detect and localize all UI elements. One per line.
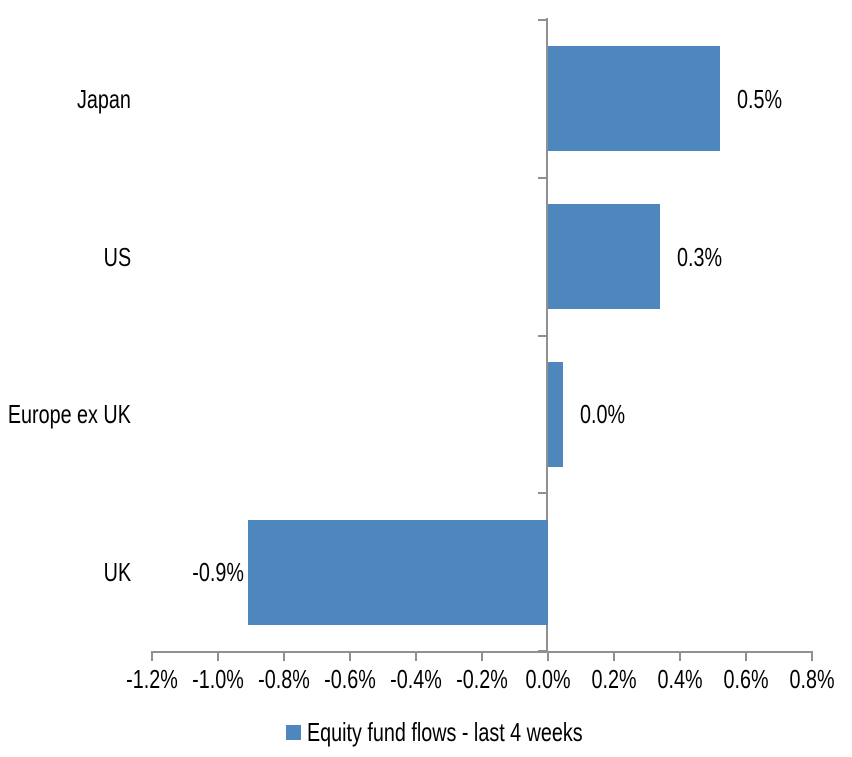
y-tick-mark bbox=[538, 492, 547, 495]
x-tick-label: 0.8% bbox=[789, 664, 835, 694]
x-tick-label: -1.2% bbox=[126, 664, 178, 694]
x-tick-label: -0.8% bbox=[258, 664, 310, 694]
data-label: -0.9% bbox=[192, 557, 244, 588]
x-tick-label: -0.6% bbox=[324, 664, 376, 694]
x-tick-mark bbox=[613, 651, 615, 661]
data-label: 0.3% bbox=[677, 241, 723, 272]
data-label: 0.5% bbox=[736, 83, 782, 114]
x-tick-mark bbox=[811, 651, 813, 661]
x-tick-label: -1.0% bbox=[192, 664, 244, 694]
category-label: US bbox=[103, 241, 131, 272]
x-tick-mark bbox=[415, 651, 417, 661]
y-tick-mark bbox=[538, 19, 547, 21]
bar-uk bbox=[247, 519, 548, 625]
x-tick-label: -0.4% bbox=[390, 664, 442, 694]
bar-europe-ex-uk bbox=[548, 361, 563, 467]
x-tick-mark bbox=[745, 651, 747, 661]
x-tick-mark bbox=[679, 651, 681, 661]
x-tick-label: 0.0% bbox=[525, 664, 571, 694]
x-tick-mark bbox=[481, 651, 483, 661]
data-label: 0.0% bbox=[579, 399, 625, 430]
y-tick-mark bbox=[538, 334, 547, 337]
x-tick-label: -0.2% bbox=[456, 664, 508, 694]
legend-marker-icon bbox=[286, 725, 301, 740]
x-tick-label: 0.2% bbox=[591, 664, 637, 694]
x-tick-label: 0.6% bbox=[723, 664, 769, 694]
y-tick-mark bbox=[538, 176, 547, 179]
bar-us bbox=[548, 204, 661, 310]
category-label: UK bbox=[103, 557, 131, 588]
x-tick-label: 0.4% bbox=[657, 664, 703, 694]
x-tick-mark bbox=[217, 651, 219, 661]
y-tick-mark bbox=[538, 650, 547, 652]
x-tick-mark bbox=[151, 651, 153, 661]
category-label: Japan bbox=[77, 83, 131, 114]
bar-japan bbox=[548, 46, 720, 152]
x-tick-mark bbox=[349, 651, 351, 661]
x-tick-mark bbox=[547, 651, 549, 661]
x-tick-mark bbox=[283, 651, 285, 661]
legend-label: Equity fund flows - last 4 weeks bbox=[307, 717, 583, 747]
category-label: Europe ex UK bbox=[7, 399, 131, 430]
